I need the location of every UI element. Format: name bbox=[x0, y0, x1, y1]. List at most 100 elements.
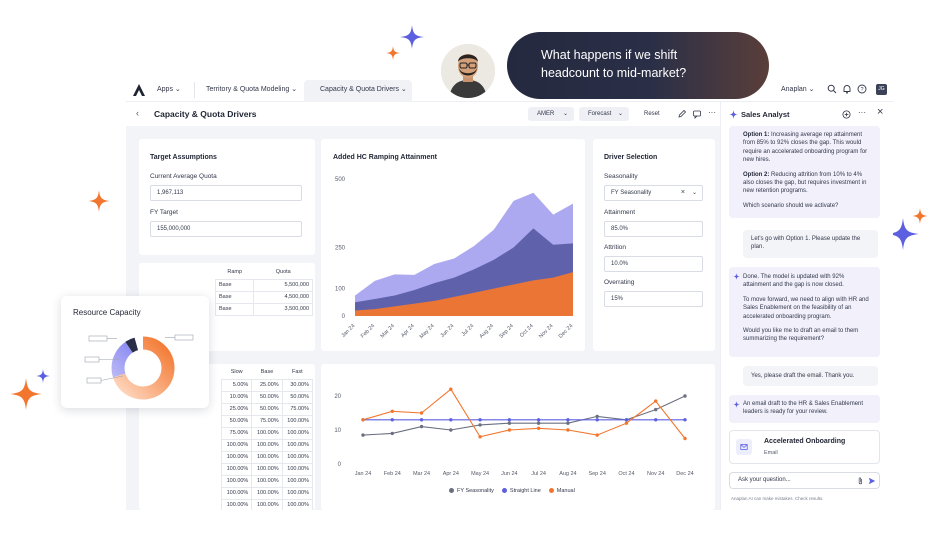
seasonality-line-chart-card: 0 10 20 Jan 24 Feb 24 Mar 24 Apr 24 May 24 Jun 2… bbox=[321, 364, 715, 510]
table-cell[interactable]: 75.00% bbox=[281, 402, 314, 416]
data-point bbox=[390, 418, 394, 422]
breadcrumb-territory-quota[interactable]: Territory & Quota Modeling ⌄ bbox=[206, 86, 298, 93]
paperclip-icon[interactable] bbox=[857, 477, 864, 485]
more-options-icon[interactable]: ··· bbox=[708, 108, 716, 117]
new-chat-icon[interactable] bbox=[842, 110, 851, 119]
x-tick-label: Feb 24 bbox=[360, 323, 376, 339]
x-tick-label: Dec 24 bbox=[558, 323, 575, 340]
email-draft-attachment[interactable]: Accelerated Onboarding Email bbox=[729, 430, 880, 464]
legend-item[interactable]: FY Seasonality bbox=[441, 488, 494, 494]
table-cell[interactable]: Base bbox=[214, 302, 255, 316]
close-icon[interactable]: × bbox=[877, 106, 884, 118]
table-cell[interactable]: 100.00% bbox=[281, 426, 314, 440]
table-cell[interactable]: 30.00% bbox=[281, 378, 314, 392]
table-cell[interactable]: 5,500,000 bbox=[253, 278, 313, 292]
table-cell[interactable]: 75.00% bbox=[251, 414, 283, 428]
table-cell[interactable]: 50.00% bbox=[251, 390, 283, 404]
table-cell[interactable]: 100.00% bbox=[251, 486, 283, 500]
table-cell[interactable]: 100.00% bbox=[281, 474, 314, 488]
ramp-curve-table-card: Slow Base Fast 5.00% 25.00% 30.00% 10.00% 50.00… bbox=[139, 364, 315, 510]
data-point bbox=[566, 428, 570, 432]
attainment-field[interactable]: 85.0% bbox=[604, 221, 703, 237]
table-cell[interactable]: 100.00% bbox=[281, 462, 314, 476]
table-cell[interactable]: 100.00% bbox=[220, 486, 253, 500]
data-point bbox=[566, 418, 570, 422]
card-title: Driver Selection bbox=[604, 154, 658, 161]
table-cell[interactable]: 100.00% bbox=[251, 426, 283, 440]
data-point bbox=[536, 421, 541, 425]
x-tick-label: Aug 24 bbox=[479, 323, 496, 340]
table-cell[interactable]: 100.00% bbox=[220, 462, 253, 476]
table-row: 100.00% 100.00% 100.00% bbox=[220, 462, 314, 476]
table-cell[interactable]: 100.00% bbox=[251, 474, 283, 488]
clear-icon[interactable]: × bbox=[680, 189, 685, 196]
ramp-curve-table: Slow Base Fast 5.00% 25.00% 30.00% 10.00% 50.00… bbox=[220, 365, 314, 510]
attachment-title: Accelerated Onboarding bbox=[764, 438, 846, 445]
breadcrumb-capacity-quota[interactable]: Capacity & Quota Drivers ⌄ bbox=[320, 86, 407, 93]
table-cell[interactable]: 25.00% bbox=[220, 402, 253, 416]
ask-question-input[interactable]: Ask your question... bbox=[729, 472, 880, 489]
chevron-down-icon[interactable]: ⌄ bbox=[691, 190, 697, 196]
table-cell[interactable]: 50.00% bbox=[281, 390, 314, 404]
table-cell[interactable]: 100.00% bbox=[220, 474, 253, 488]
table-cell[interactable]: 100.00% bbox=[251, 498, 283, 510]
anaplan-logo-icon[interactable] bbox=[132, 83, 146, 97]
ai-sparkle-icon bbox=[729, 110, 738, 119]
table-cell[interactable]: 25.00% bbox=[251, 378, 283, 392]
fy-target-field[interactable]: 155,000,000 bbox=[150, 221, 302, 237]
data-point bbox=[595, 418, 599, 422]
apps-menu[interactable]: Apps ⌄ bbox=[157, 86, 181, 93]
comment-icon[interactable] bbox=[692, 109, 702, 119]
x-tick-label: May 24 bbox=[471, 471, 489, 477]
region-select[interactable]: AMER ⌄ bbox=[528, 107, 574, 121]
more-options-icon[interactable]: ··· bbox=[858, 108, 866, 117]
table-cell[interactable]: 100.00% bbox=[220, 438, 253, 452]
card-title: Target Assumptions bbox=[150, 154, 217, 161]
legend-item[interactable]: Manual bbox=[541, 488, 575, 494]
table-row: 100.00% 100.00% 100.00% bbox=[220, 486, 314, 500]
table-cell[interactable]: 50.00% bbox=[220, 414, 253, 428]
table-cell[interactable]: 100.00% bbox=[281, 486, 314, 500]
send-icon[interactable] bbox=[868, 477, 876, 485]
scenario-select[interactable]: Forecast ⌄ bbox=[579, 107, 629, 121]
overrating-label: Overrating bbox=[604, 279, 635, 286]
panel-title: Sales Analyst bbox=[741, 110, 790, 119]
table-cell[interactable]: 5.00% bbox=[220, 378, 253, 392]
table-cell[interactable]: 4,500,000 bbox=[253, 290, 313, 304]
bell-icon[interactable] bbox=[842, 84, 852, 94]
table-cell[interactable]: 100.00% bbox=[281, 414, 314, 428]
seasonality-select[interactable]: FY Seasonality × ⌄ bbox=[604, 185, 703, 201]
overrating-field[interactable]: 15% bbox=[604, 291, 703, 307]
table-cell[interactable]: 100.00% bbox=[251, 462, 283, 476]
pencil-icon[interactable] bbox=[677, 109, 687, 119]
table-cell[interactable]: 100.00% bbox=[281, 450, 314, 464]
table-cell[interactable]: 100.00% bbox=[281, 498, 314, 510]
x-tick-label: Jul 24 bbox=[531, 471, 546, 477]
back-arrow-icon[interactable]: ‹ bbox=[136, 108, 139, 118]
legend-item[interactable]: Straight Line bbox=[494, 488, 541, 494]
table-cell[interactable]: 10.00% bbox=[220, 390, 253, 404]
reset-button[interactable]: Reset bbox=[644, 111, 660, 117]
table-cell[interactable]: 3,500,000 bbox=[253, 302, 313, 316]
user-avatar[interactable]: JG bbox=[876, 84, 887, 95]
table-cell[interactable]: 100.00% bbox=[220, 450, 253, 464]
assistant-message: Done. The model is updated with 92% atta… bbox=[729, 267, 880, 357]
table-cell[interactable]: 100.00% bbox=[251, 450, 283, 464]
table-cell[interactable]: 100.00% bbox=[220, 498, 253, 510]
search-icon[interactable] bbox=[827, 84, 837, 94]
table-cell[interactable]: 75.00% bbox=[220, 426, 253, 440]
table-row: 10.00% 50.00% 50.00% bbox=[220, 390, 314, 404]
table-cell[interactable]: Base bbox=[214, 278, 255, 292]
line-chart: 0 10 20 Jan 24 Feb 24 Mar 24 Apr 24 May 24 Jun 2… bbox=[334, 387, 694, 477]
table-row: 75.00% 100.00% 100.00% bbox=[220, 426, 314, 440]
added-hc-chart-card: Added HC Ramping Attainment 0 100 250 500 Ja… bbox=[321, 139, 585, 351]
current-average-quota-field[interactable]: 1,967,113 bbox=[150, 185, 302, 201]
table-cell[interactable]: 100.00% bbox=[281, 438, 314, 452]
help-icon[interactable]: ? bbox=[857, 84, 867, 94]
table-cell[interactable]: 50.00% bbox=[251, 402, 283, 416]
table-cell[interactable]: Base bbox=[214, 290, 255, 304]
attrition-field[interactable]: 10.0% bbox=[604, 256, 703, 272]
line-series bbox=[362, 395, 686, 436]
workspace-menu[interactable]: Anaplan ⌄ bbox=[781, 86, 815, 93]
table-cell[interactable]: 100.00% bbox=[251, 438, 283, 452]
